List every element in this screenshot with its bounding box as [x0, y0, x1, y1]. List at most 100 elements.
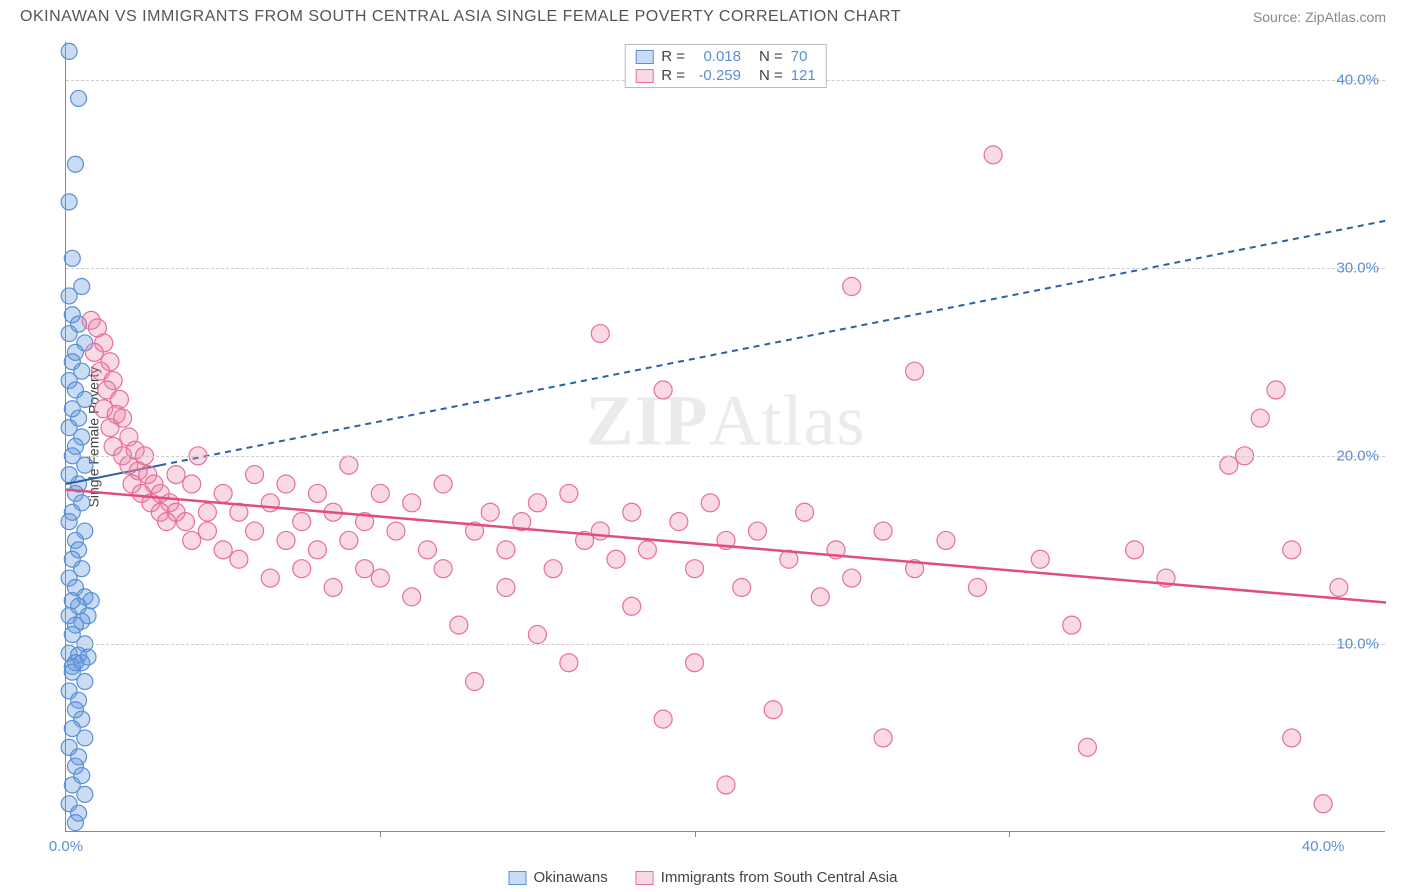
scatter-point	[77, 786, 93, 802]
scatter-point	[701, 494, 719, 512]
plot-area: ZIPAtlas R =0.018N =70R =-0.259N =121 10…	[65, 42, 1385, 832]
x-tick-mark	[1009, 831, 1010, 837]
scatter-point	[843, 278, 861, 296]
scatter-point	[85, 343, 103, 361]
scatter-point	[356, 560, 374, 578]
scatter-point	[607, 550, 625, 568]
scatter-point	[811, 588, 829, 606]
scatter-point	[1220, 456, 1238, 474]
scatter-point	[64, 250, 80, 266]
scatter-point	[560, 484, 578, 502]
trend-line-solid	[66, 490, 1386, 603]
scatter-point	[733, 578, 751, 596]
scatter-point	[1078, 738, 1096, 756]
scatter-point	[591, 325, 609, 343]
scatter-point	[176, 513, 194, 531]
chart-container: Single Female Poverty ZIPAtlas R =0.018N…	[45, 42, 1385, 832]
gridline-h	[66, 456, 1385, 457]
scatter-point	[1267, 381, 1285, 399]
scatter-point	[67, 815, 83, 831]
scatter-point	[434, 475, 452, 493]
scatter-point	[796, 503, 814, 521]
scatter-point	[670, 513, 688, 531]
scatter-point	[434, 560, 452, 578]
scatter-point	[686, 654, 704, 672]
legend-label: Immigrants from South Central Asia	[661, 869, 898, 886]
scatter-point	[167, 466, 185, 484]
scatter-point	[874, 729, 892, 747]
scatter-point	[450, 616, 468, 634]
r-label: R =	[661, 48, 685, 65]
y-tick-label: 20.0%	[1336, 447, 1379, 464]
scatter-point	[77, 674, 93, 690]
scatter-point	[1063, 616, 1081, 634]
scatter-point	[371, 484, 389, 502]
scatter-point	[61, 43, 77, 59]
legend-swatch	[636, 871, 654, 885]
legend-label: Okinawans	[534, 869, 608, 886]
scatter-point	[497, 541, 515, 559]
scatter-point	[1283, 729, 1301, 747]
scatter-point	[984, 146, 1002, 164]
scatter-point	[937, 531, 955, 549]
scatter-point	[418, 541, 436, 559]
r-value: -0.259	[693, 67, 741, 84]
scatter-point	[591, 522, 609, 540]
legend-swatch	[635, 50, 653, 64]
scatter-point	[214, 484, 232, 502]
scatter-point	[246, 522, 264, 540]
scatter-point	[246, 466, 264, 484]
scatter-point	[623, 503, 641, 521]
gridline-h	[66, 644, 1385, 645]
y-tick-label: 10.0%	[1336, 635, 1379, 652]
scatter-point	[293, 513, 311, 531]
r-label: R =	[661, 67, 685, 84]
y-tick-label: 40.0%	[1336, 71, 1379, 88]
x-tick-label: 40.0%	[1302, 838, 1345, 855]
scatter-point	[67, 156, 83, 172]
x-tick-label: 0.0%	[49, 838, 83, 855]
scatter-point	[1314, 795, 1332, 813]
scatter-point	[968, 578, 986, 596]
scatter-point	[403, 494, 421, 512]
scatter-point	[764, 701, 782, 719]
scatter-point	[686, 560, 704, 578]
scatter-point	[230, 550, 248, 568]
scatter-point	[308, 541, 326, 559]
legend-item: Immigrants from South Central Asia	[636, 869, 898, 886]
legend-row: R =0.018N =70	[635, 47, 816, 66]
legend-swatch	[509, 871, 527, 885]
scatter-point	[1126, 541, 1144, 559]
scatter-point	[277, 531, 295, 549]
legend-swatch	[635, 69, 653, 83]
scatter-point	[371, 569, 389, 587]
scatter-point	[1330, 578, 1348, 596]
legend-row: R =-0.259N =121	[635, 66, 816, 85]
scatter-point	[874, 522, 892, 540]
r-value: 0.018	[693, 48, 741, 65]
scatter-point	[77, 457, 93, 473]
scatter-point	[654, 710, 672, 728]
scatter-point	[1031, 550, 1049, 568]
scatter-point	[340, 531, 358, 549]
plot-svg	[66, 42, 1385, 831]
y-tick-label: 30.0%	[1336, 259, 1379, 276]
scatter-point	[466, 673, 484, 691]
scatter-point	[843, 569, 861, 587]
scatter-point	[717, 776, 735, 794]
scatter-point	[1251, 409, 1269, 427]
scatter-point	[560, 654, 578, 672]
n-label: N =	[759, 67, 783, 84]
scatter-point	[638, 541, 656, 559]
scatter-point	[61, 194, 77, 210]
scatter-point	[183, 475, 201, 493]
scatter-point	[261, 494, 279, 512]
scatter-point	[261, 569, 279, 587]
scatter-point	[528, 494, 546, 512]
gridline-h	[66, 268, 1385, 269]
scatter-point	[544, 560, 562, 578]
scatter-point	[403, 588, 421, 606]
scatter-point	[528, 626, 546, 644]
scatter-point	[101, 419, 119, 437]
scatter-point	[214, 541, 232, 559]
